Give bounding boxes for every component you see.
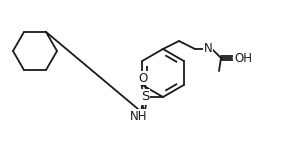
Text: N: N — [204, 42, 212, 56]
Text: OH: OH — [234, 51, 252, 64]
Text: O: O — [138, 110, 148, 123]
Text: NH: NH — [130, 111, 148, 124]
Text: S: S — [141, 91, 149, 103]
Text: O: O — [138, 71, 148, 84]
